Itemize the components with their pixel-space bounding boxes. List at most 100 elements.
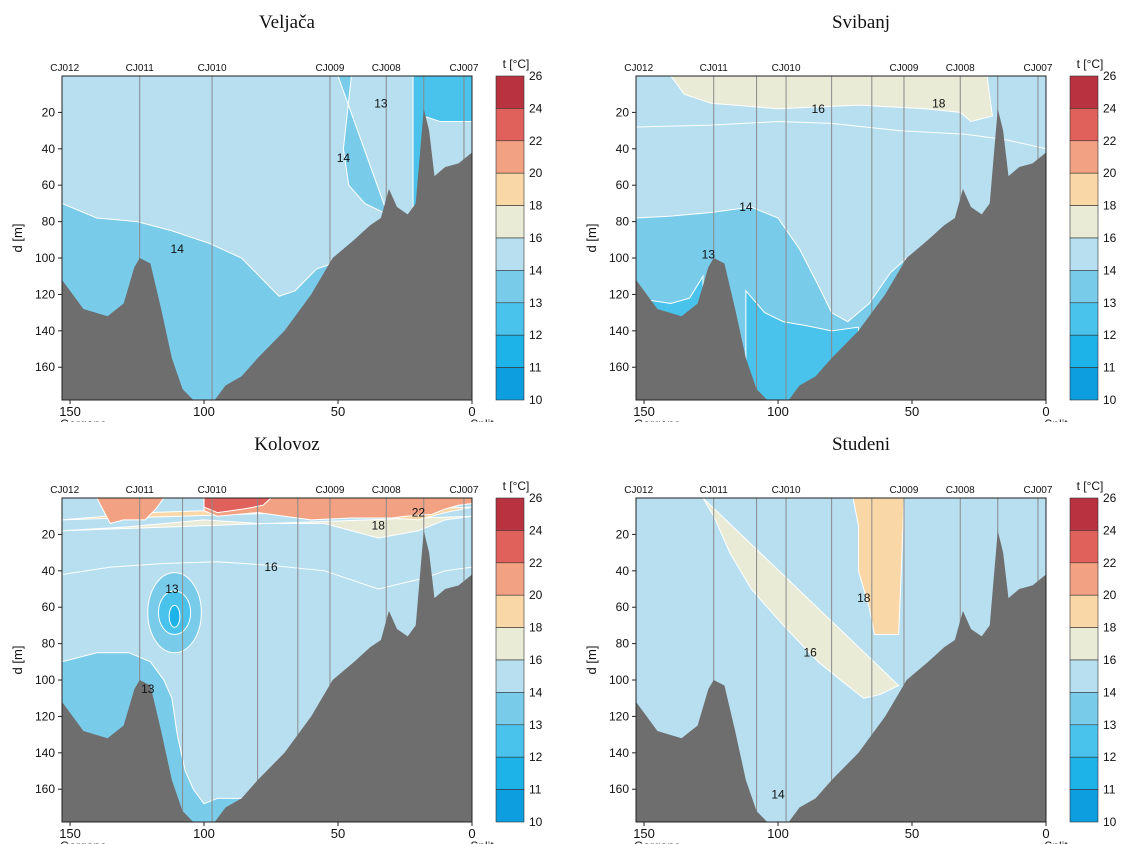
panel-title: Studeni [831,434,891,455]
colorbar-swatch [495,237,525,271]
x-tick-label: 150 [59,404,81,419]
colorbar-swatch [1069,334,1099,368]
colorbar-tick-label: 18 [1103,621,1117,635]
colorbar-swatch [495,172,525,206]
colorbar-tick-label: 24 [1103,523,1117,537]
chart-studeni: 18 16 14 CJ012 CJ011 CJ010 CJ009 CJ008 CJ007 20 40… [584,479,1117,844]
contour-label: 16 [264,560,278,574]
station-label: CJ009 [316,485,345,496]
y-tick-label: 160 [609,782,629,796]
x-end-label-right: Split [470,839,494,844]
temperature-layer [62,515,472,539]
colorbar-swatch [1069,562,1099,596]
y-tick-label: 40 [42,142,56,156]
colorbar-swatch [495,530,525,564]
x-axis-label: D [km] [822,420,860,422]
colorbar-tick-label: 16 [529,231,543,245]
station-label: CJ011 [126,485,155,496]
x-tick-label: 100 [193,826,215,841]
colorbar-tick-label: 26 [1103,491,1117,505]
panel-title: Veljača [259,12,315,33]
panel-svibanj: Svibanj 18 16 14 13 CJ012 CJ011 CJ010 CJ009 CJ00… [574,0,1148,422]
y-tick-label: 40 [616,142,630,156]
colorbar-tick-label: 10 [529,815,543,829]
colorbar-tick-label: 13 [529,296,543,310]
station-label: CJ007 [1024,63,1053,74]
x-tick-label: 100 [767,404,789,419]
colorbar-swatch [1069,237,1099,271]
x-axis-label: D [km] [248,420,286,422]
contour-label: 18 [372,518,386,532]
colorbar-swatch [495,789,525,823]
station-label: CJ012 [624,63,653,74]
x-tick-label: 50 [331,826,345,841]
colorbar-tick-label: 22 [1103,134,1117,148]
y-tick-label: 100 [609,673,629,687]
y-tick-label: 60 [42,600,56,614]
colorbar-swatch [495,205,525,239]
y-tick-label: 80 [616,215,630,229]
chart-veljaca: 13 14 14 CJ012 CJ011 CJ010 CJ009 CJ008 CJ007 20 40… [10,57,543,422]
station-label: CJ012 [624,485,653,496]
station-label: CJ007 [450,63,479,74]
y-tick-label: 80 [42,215,56,229]
y-axis-label: d [m] [10,224,25,253]
contour-label: 18 [857,591,871,605]
panel-veljaca: Veljača 13 14 14 CJ012 CJ011 CJ010 CJ009 CJ008 C… [0,0,574,422]
station-label: CJ011 [700,485,729,496]
station-label: CJ010 [198,63,227,74]
panel-title: Svibanj [831,12,891,33]
colorbar-swatch [1069,530,1099,564]
contour-field [62,498,472,822]
colorbar-tick-label: 18 [529,199,543,213]
colorbar-swatch [495,692,525,726]
temperature-layer [852,498,905,636]
colorbar-tick-label: 13 [1103,718,1117,732]
y-tick-label: 80 [42,637,56,651]
colorbar: 26 24 22 20 18 16 14 13 12 11 10 t [°C] [1069,479,1117,829]
x-end-label-right: Split [1044,839,1068,844]
colorbar-tick-label: 24 [529,101,543,115]
colorbar-tick-label: 13 [529,718,543,732]
station-label: CJ009 [890,63,919,74]
plot-frame [635,497,1047,823]
station-label: CJ012 [50,63,79,74]
contour-label: 13 [141,682,155,696]
colorbar-swatch [1069,302,1099,336]
y-tick-label: 140 [35,746,55,760]
colorbar-tick-label: 18 [529,621,543,635]
y-tick-label: 160 [35,360,55,374]
colorbar-title: t [°C] [503,479,530,493]
temperature-layer [168,604,181,628]
colorbar-tick-label: 12 [1103,328,1117,342]
colorbar-tick-label: 16 [1103,231,1117,245]
y-tick-label: 140 [609,324,629,338]
contour-label: 14 [337,151,351,165]
station-label: CJ009 [316,63,345,74]
colorbar-swatch [495,627,525,661]
contour-label: 14 [171,242,185,256]
y-tick-label: 120 [609,287,629,301]
y-tick-label: 20 [616,105,630,119]
colorbar-tick-label: 24 [529,523,543,537]
colorbar-tick-label: 26 [1103,69,1117,83]
colorbar-tick-label: 12 [1103,750,1117,764]
station-label: CJ008 [946,485,975,496]
colorbar-tick-label: 16 [529,653,543,667]
contour-field [62,76,472,400]
colorbar-swatch [1069,367,1099,401]
colorbar-swatch [1069,172,1099,206]
plot-frame [61,497,473,823]
station-label: CJ009 [890,485,919,496]
colorbar-tick-label: 14 [529,685,543,699]
colorbar-tick-label: 11 [1103,783,1116,797]
colorbar-tick-label: 24 [1103,101,1117,115]
x-tick-label: 150 [633,826,655,841]
colorbar: 26 24 22 20 18 16 14 13 12 11 10 t [°C] [495,479,543,829]
colorbar-swatch [1069,756,1099,790]
station-label: CJ010 [772,63,801,74]
x-tick-label: 50 [331,404,345,419]
y-tick-label: 60 [616,600,630,614]
x-end-label-left: Gargano [634,839,681,844]
contour-label: 14 [739,200,753,214]
